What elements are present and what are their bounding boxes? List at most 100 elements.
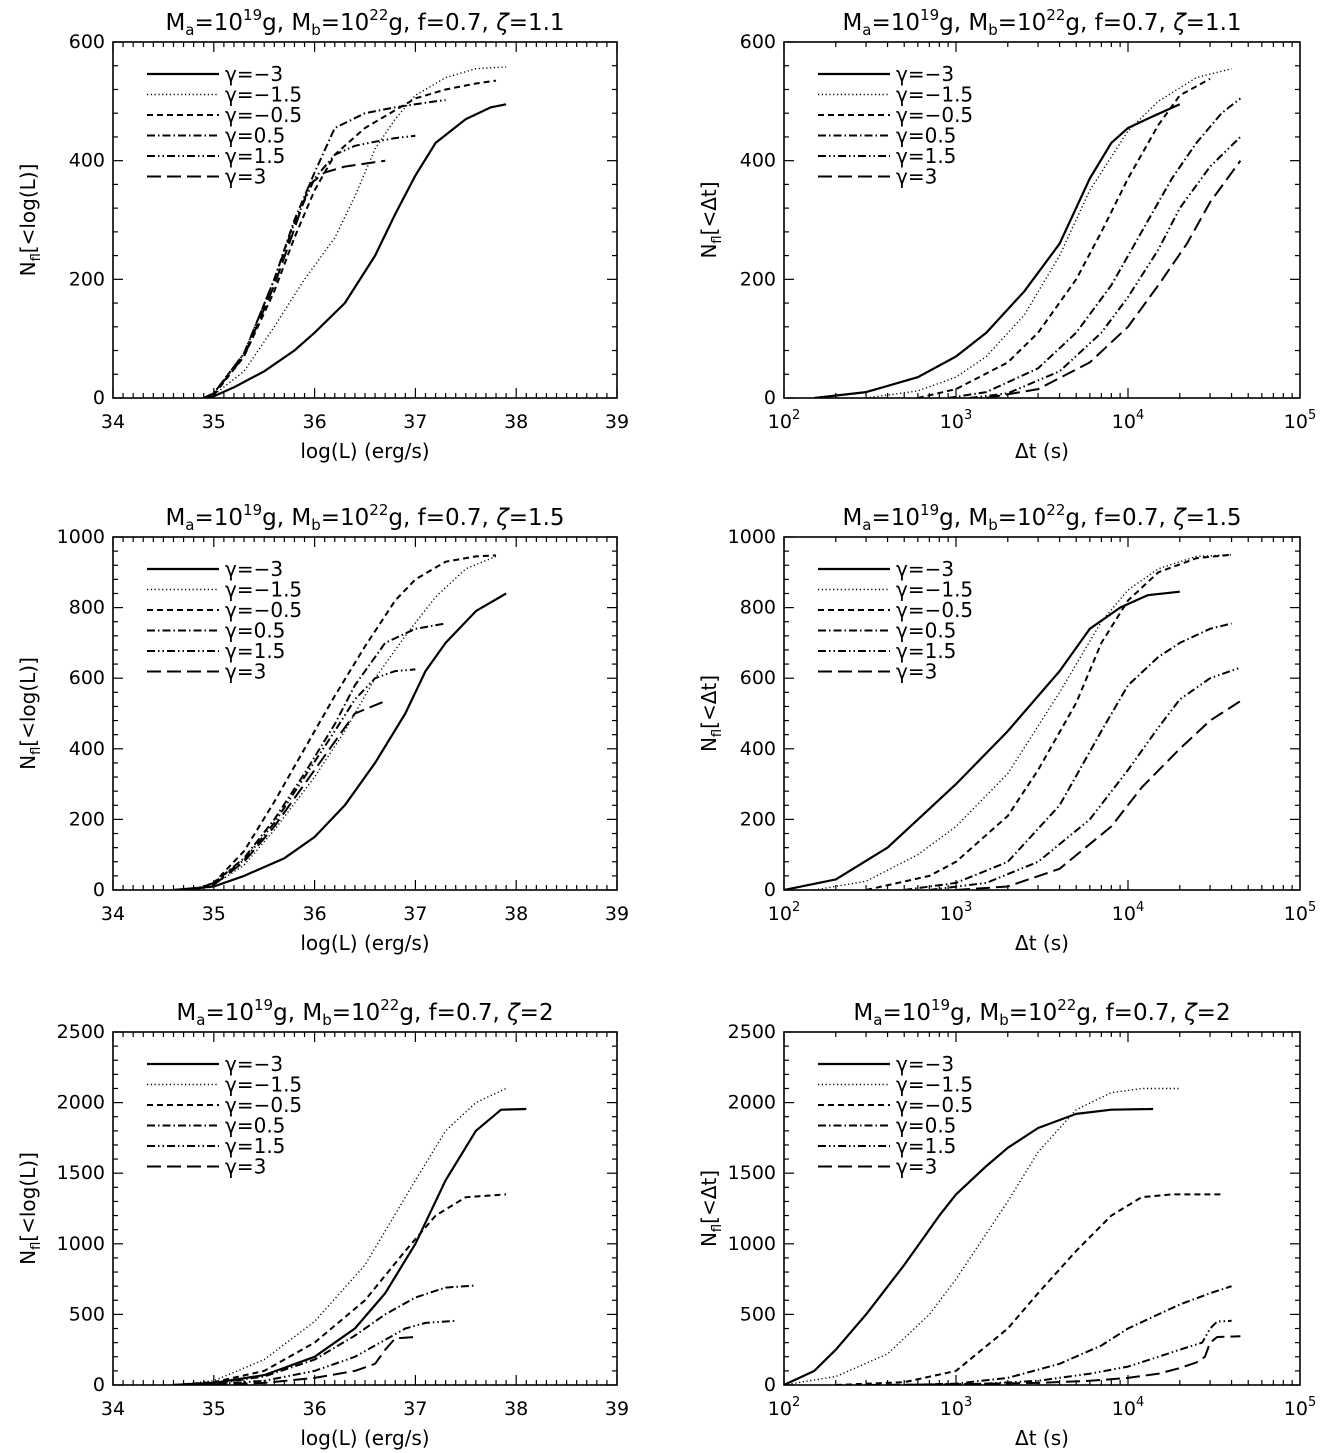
legend-label-6: γ=3 (225, 165, 266, 189)
x-tick-label: 36 (303, 903, 327, 925)
legend-label-2: γ=−1.5 (896, 578, 973, 602)
y-tick-label: 0 (93, 387, 105, 409)
series-line-2 (866, 68, 1232, 398)
x-tick-label: 38 (504, 903, 528, 925)
y-tick-label: 600 (69, 667, 105, 689)
x-tick-label: 105 (1284, 1395, 1316, 1420)
y-axis-ticks (113, 41, 617, 399)
series-line-6 (986, 160, 1242, 398)
x-tick-label: 38 (504, 411, 528, 433)
x-tick-label: 35 (202, 903, 226, 925)
chart-title: Ma=1019g, Mb=1022g, f=0.7, ζ=1.5 (842, 501, 1241, 534)
legend-label-4: γ=0.5 (225, 1114, 285, 1138)
series-line-2 (814, 554, 1232, 890)
chart-panel-5: 34 35 36 37 38 39 0 500 1000 1500 2000 2500 Ma=1019g… (16, 996, 629, 1450)
legend-label-1: γ=−3 (225, 1052, 283, 1076)
x-tick-label: 35 (202, 411, 226, 433)
legend: γ=−3γ=−1.5γ=−0.5γ=0.5γ=1.5γ=3 (818, 62, 973, 189)
legend-label-3: γ=−0.5 (225, 1093, 302, 1117)
series-line-5 (929, 666, 1241, 890)
series-group (173, 1087, 527, 1385)
y-tick-label: 0 (764, 1374, 776, 1396)
legend-label-6: γ=3 (896, 1155, 937, 1179)
legend-label-4: γ=0.5 (896, 124, 956, 148)
series-line-6 (955, 700, 1241, 890)
series-line-2 (173, 1087, 507, 1385)
legend: γ=−3γ=−1.5γ=−0.5γ=0.5γ=1.5γ=3 (147, 557, 302, 684)
y-tick-label: 0 (764, 387, 776, 409)
plot-frame (783, 1031, 1301, 1386)
legend-label-1: γ=−3 (896, 557, 954, 581)
legend-label-2: γ=−1.5 (896, 1073, 973, 1097)
series-line-5 (904, 1319, 1232, 1385)
series-line-6 (203, 159, 386, 398)
legend-label-3: γ=−0.5 (225, 103, 302, 127)
legend-label-6: γ=3 (896, 660, 937, 684)
x-tick-label: 39 (605, 903, 629, 925)
chart-title: Ma=1019g, Mb=1022g, f=0.7, ζ=1.1 (842, 6, 1241, 39)
y-tick-label: 1000 (728, 526, 776, 548)
y-tick-label: 1000 (728, 1233, 776, 1255)
chart-title: Ma=1019g, Mb=1022g, f=0.7, ζ=2 (853, 996, 1230, 1029)
series-line-5 (193, 668, 416, 890)
x-tick-label: 104 (1112, 900, 1144, 925)
y-axis-label: Nfl[<log(L)] (16, 164, 44, 277)
x-tick-label: 37 (403, 411, 427, 433)
series-line-3 (917, 77, 1211, 398)
x-tick-label: 104 (1112, 1395, 1144, 1420)
legend-label-4: γ=0.5 (225, 619, 285, 643)
series-line-4 (193, 622, 446, 890)
y-tick-label: 800 (69, 597, 105, 619)
x-tick-label: 103 (940, 900, 972, 925)
x-axis-label: Δt (s) (1015, 1426, 1069, 1450)
x-tick-label: 36 (303, 411, 327, 433)
series-line-6 (193, 700, 386, 890)
x-tick-label: 35 (202, 1398, 226, 1420)
legend: γ=−3γ=−1.5γ=−0.5γ=0.5γ=1.5γ=3 (818, 557, 973, 684)
series-line-1 (173, 1107, 527, 1385)
series-line-6 (173, 1336, 416, 1385)
x-axis-label: log(L) (erg/s) (300, 439, 429, 463)
y-tick-label: 2500 (57, 1021, 105, 1043)
x-tick-label: 103 (940, 408, 972, 433)
legend-label-5: γ=1.5 (896, 1134, 956, 1158)
y-tick-label: 600 (740, 667, 776, 689)
y-tick-label: 0 (93, 879, 105, 901)
y-tick-label: 0 (93, 1374, 105, 1396)
y-axis-label: Nfl[<Δt] (697, 1170, 725, 1247)
series-line-5 (969, 136, 1242, 398)
series-line-3 (193, 554, 497, 890)
y-tick-label: 400 (69, 150, 105, 172)
y-tick-label: 200 (740, 268, 776, 290)
series-line-1 (784, 1107, 1154, 1385)
x-tick-label: 102 (768, 1395, 800, 1420)
x-tick-label: 105 (1284, 408, 1316, 433)
chart-title: Ma=1019g, Mb=1022g, f=0.7, ζ=2 (176, 996, 553, 1029)
chart-title: Ma=1019g, Mb=1022g, f=0.7, ζ=1.1 (165, 6, 564, 39)
y-tick-label: 200 (69, 808, 105, 830)
x-axis-label: Δt (s) (1015, 931, 1069, 955)
series-group (784, 1087, 1241, 1385)
legend: γ=−3γ=−1.5γ=−0.5γ=0.5γ=1.5γ=3 (818, 1052, 973, 1179)
series-line-4 (203, 99, 446, 398)
chart-panel-6: 102 103 104 105 0 500 1000 1500 2000 2500 Ma=1019g… (697, 996, 1316, 1450)
x-tick-label: 105 (1284, 900, 1316, 925)
x-axis-label: Δt (s) (1015, 439, 1069, 463)
series-line-1 (784, 590, 1180, 890)
series-group (784, 553, 1241, 890)
series-line-2 (193, 555, 497, 890)
y-tick-label: 400 (740, 150, 776, 172)
legend-label-4: γ=0.5 (896, 1114, 956, 1138)
series-line-4 (904, 622, 1232, 890)
y-tick-label: 400 (740, 738, 776, 760)
y-axis-label: Nfl[<Δt] (697, 181, 725, 258)
y-tick-label: 1000 (57, 526, 105, 548)
legend-label-2: γ=−1.5 (225, 1073, 302, 1097)
plot-frame (112, 1031, 618, 1386)
plot-frame (112, 41, 618, 399)
legend-label-3: γ=−0.5 (896, 598, 973, 622)
x-tick-label: 103 (940, 1395, 972, 1420)
series-line-4 (904, 1285, 1232, 1385)
series-group (203, 66, 507, 398)
y-axis-ticks (113, 536, 617, 891)
